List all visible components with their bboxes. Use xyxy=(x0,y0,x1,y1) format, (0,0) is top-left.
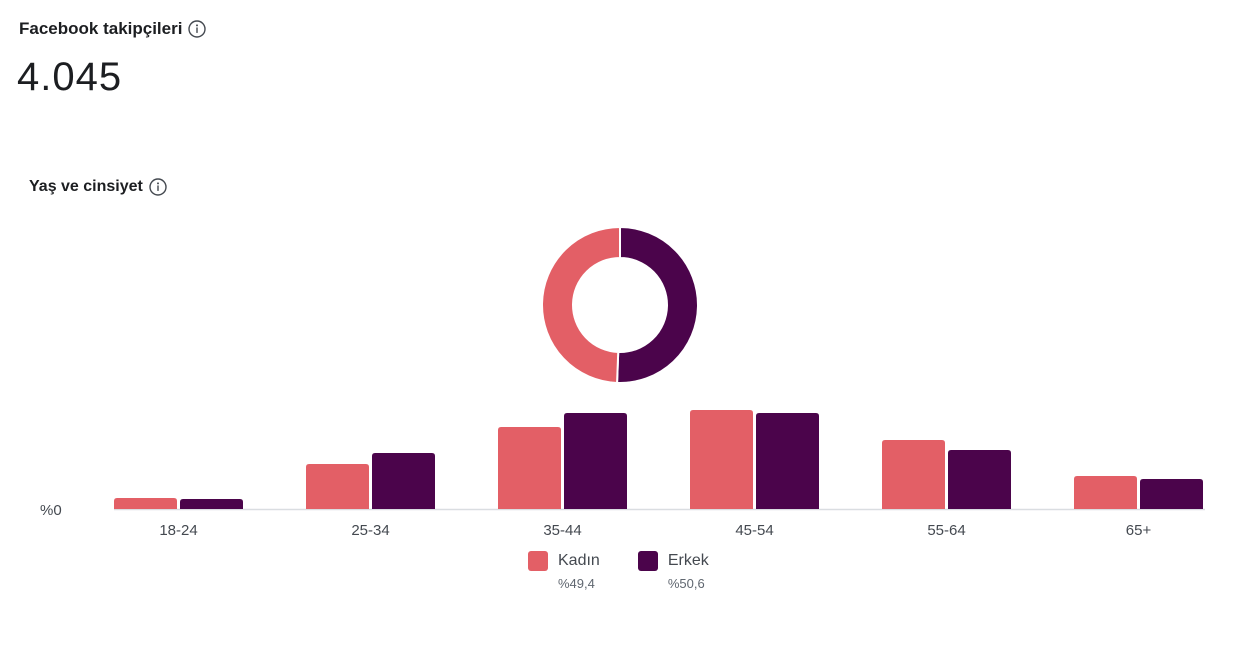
legend-item-female[interactable]: Kadın %49,4 xyxy=(528,551,600,591)
info-circle-icon[interactable] xyxy=(188,20,207,38)
donut-slice-female xyxy=(541,225,621,384)
bar-female-18-24 xyxy=(114,498,177,509)
bar-male-45-54 xyxy=(756,413,819,509)
page-title: Facebook takipçileri xyxy=(19,19,183,38)
legend-item-male[interactable]: Erkek %50,6 xyxy=(637,551,709,591)
bar-male-25-34 xyxy=(372,453,435,509)
bar-female-25-34 xyxy=(306,464,369,509)
chart-legend: Kadın %49,4 Erkek %50,6 xyxy=(528,551,747,591)
y-tick-label: %0 xyxy=(40,502,62,519)
x-tick-label: 55-64 xyxy=(927,522,965,539)
x-tick-label: 18-24 xyxy=(159,522,197,539)
info-circle-icon-svg xyxy=(149,178,167,196)
x-tick-label: 25-34 xyxy=(351,522,389,539)
bar-female-55-64 xyxy=(882,440,945,509)
legend-swatch-male xyxy=(637,551,658,571)
legend-percent: %50,6 xyxy=(667,576,705,591)
x-tick-label: 45-54 xyxy=(735,522,773,539)
legend-swatch-female xyxy=(528,551,548,571)
bar-male-18-24 xyxy=(180,499,243,509)
legend-label: Erkek xyxy=(667,552,709,569)
bar-male-55-64 xyxy=(948,450,1011,509)
bar-female-35-44 xyxy=(498,427,561,509)
page-header: Facebook takipçileri xyxy=(19,19,207,39)
legend-label: Kadın xyxy=(558,552,600,569)
legend-percent: %49,4 xyxy=(558,576,595,591)
x-tick-label: 65+ xyxy=(1126,522,1152,539)
bar-male-35-44 xyxy=(564,413,627,509)
donut-slice-male xyxy=(616,225,699,384)
bar-male-65+ xyxy=(1140,479,1203,509)
x-tick-label: 35-44 xyxy=(543,522,581,539)
info-circle-icon-svg xyxy=(188,20,207,38)
bar-female-65+ xyxy=(1074,476,1137,509)
section-title: Yaş ve cinsiyet xyxy=(29,178,143,195)
section-header: Yaş ve cinsiyet xyxy=(29,178,167,196)
follower-count: 4.045 xyxy=(17,55,123,99)
bar-female-45-54 xyxy=(690,410,753,509)
info-circle-icon[interactable] xyxy=(149,178,167,196)
